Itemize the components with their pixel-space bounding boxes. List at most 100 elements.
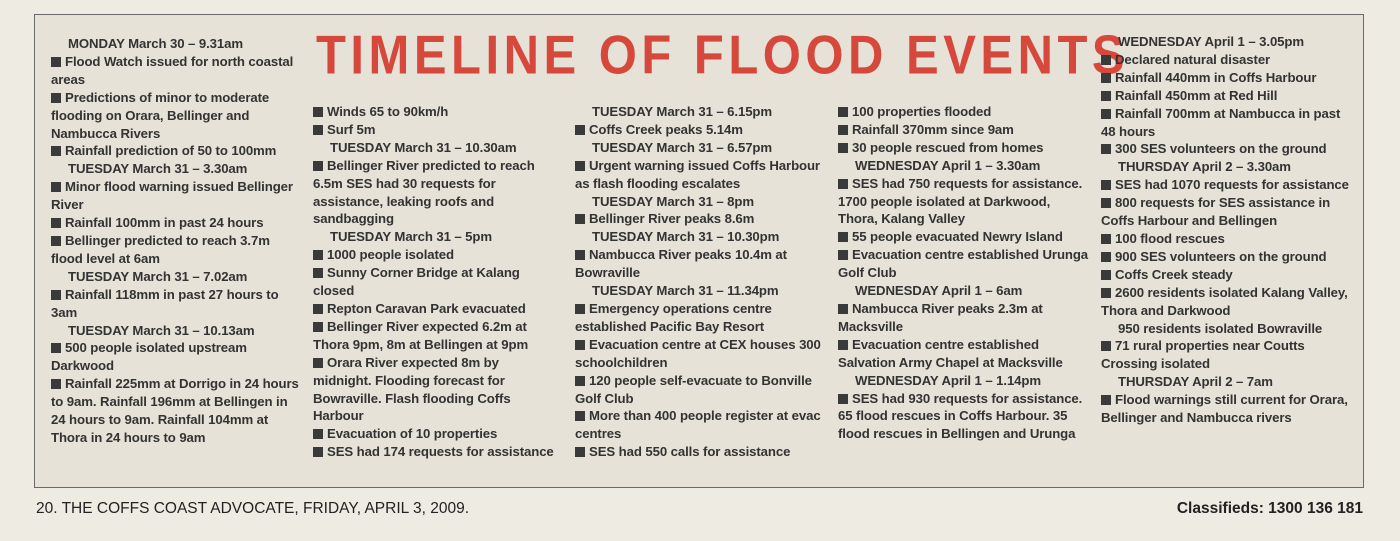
entry-text: Bellinger River peaks 8.6m bbox=[589, 211, 755, 227]
column-2: Winds 65 to 90km/h Surf 5m TUESDAY March 3… bbox=[313, 103, 558, 461]
timeline-entry: Rainfall 370mm since 9am bbox=[838, 121, 1090, 139]
timeline-entry: Rainfall 225mm at Dorrigo in 24 hours to… bbox=[51, 375, 303, 447]
timeline-entry: Orara River expected 8m by midnight. Flo… bbox=[313, 354, 558, 426]
timeline-heading: WEDNESDAY April 1 – 3.30am bbox=[838, 157, 1090, 175]
timeline-entry: 2600 residents isolated Kalang Valley, T… bbox=[1101, 284, 1351, 320]
entry-text: 100 properties flooded bbox=[852, 104, 992, 119]
column-4: 100 properties flooded Rainfall 370mm sin… bbox=[838, 103, 1090, 443]
bullet-square-icon bbox=[313, 250, 323, 261]
timeline-entry: SES had 930 requests for assistance. 65 … bbox=[838, 390, 1090, 444]
entry-text: 900 SES volunteers on the ground bbox=[1115, 248, 1327, 264]
entry-text: WEDNESDAY April 1 – 6am bbox=[855, 283, 1023, 299]
bullet-square-icon bbox=[838, 339, 848, 350]
timeline-heading: TUESDAY March 31 – 3.30am bbox=[51, 160, 303, 178]
timeline-heading: TUESDAY March 31 – 10.13am bbox=[51, 322, 303, 340]
timeline-entry: Minor flood warning issued Bellinger Riv… bbox=[51, 178, 303, 214]
entry-text: Evacuation centre at CEX houses 300 scho… bbox=[575, 336, 821, 370]
entry-text: Rainfall prediction of 50 to 100mm bbox=[65, 143, 277, 159]
bullet-square-icon bbox=[575, 411, 585, 422]
entry-text: SES had 1070 requests for assistance bbox=[1115, 177, 1349, 193]
entry-text: 950 residents isolated Bowraville bbox=[1118, 320, 1323, 336]
entry-text: Repton Caravan Park evacuated bbox=[327, 300, 526, 316]
entry-text: Urgent warning issued Coffs Harbour as f… bbox=[575, 157, 820, 191]
entry-text: TUESDAY March 31 – 10.30am bbox=[330, 139, 517, 155]
timeline-entry: 800 requests for SES assistance in Coffs… bbox=[1101, 194, 1351, 230]
timeline-heading: WEDNESDAY April 1 – 1.14pm bbox=[838, 372, 1090, 390]
timeline-heading: TUESDAY March 31 – 5pm bbox=[313, 228, 558, 246]
timeline-entry: SES had 174 requests for assistance bbox=[313, 443, 558, 461]
bullet-square-icon bbox=[838, 107, 848, 117]
timeline-heading: TUESDAY March 31 – 8pm bbox=[575, 193, 825, 211]
bullet-square-icon bbox=[1101, 144, 1111, 155]
bullet-square-icon bbox=[51, 92, 61, 103]
bullet-square-icon bbox=[838, 232, 848, 243]
entry-text: Minor flood warning issued Bellinger Riv… bbox=[51, 179, 293, 213]
timeline-entry: Evacuation of 10 properties bbox=[313, 425, 558, 443]
timeline-entry: Declared natural disaster bbox=[1101, 51, 1351, 69]
bullet-square-icon bbox=[313, 429, 323, 440]
entry-text: Orara River expected 8m by midnight. Flo… bbox=[313, 354, 511, 424]
bullet-square-icon bbox=[1101, 180, 1111, 191]
timeline-heading: TUESDAY March 31 – 11.34pm bbox=[575, 282, 825, 300]
timeline-entry: Emergency operations centre established … bbox=[575, 300, 825, 336]
entry-text: 120 people self-evacuate to Bonville Gol… bbox=[575, 372, 812, 406]
entry-text: Sunny Corner Bridge at Kalang closed bbox=[313, 265, 520, 299]
entry-text: Flood warnings still current for Orara, … bbox=[1101, 392, 1348, 426]
bullet-square-icon bbox=[838, 250, 848, 261]
bullet-square-icon bbox=[313, 447, 323, 458]
footer-publication: 20. THE COFFS COAST ADVOCATE, FRIDAY, AP… bbox=[36, 500, 470, 517]
timeline-entry: SES had 550 calls for assistance bbox=[575, 443, 825, 461]
timeline-entry: Urgent warning issued Coffs Harbour as f… bbox=[575, 157, 825, 193]
entry-text: Nambucca River peaks 2.3m at Macksville bbox=[838, 300, 1043, 334]
entry-text: Evacuation centre established Urunga Gol… bbox=[838, 247, 1089, 281]
entry-text: Rainfall 225mm at Dorrigo in 24 hours to… bbox=[51, 376, 299, 445]
timeline-entry: Flood Watch issued for north coastal are… bbox=[51, 53, 303, 89]
entry-text: WEDNESDAY April 1 – 1.14pm bbox=[855, 372, 1041, 388]
bullet-square-icon bbox=[51, 182, 61, 193]
entry-text: Predictions of minor to moderate floodin… bbox=[51, 89, 270, 141]
timeline-entry: 71 rural properties near Coutts Crossing… bbox=[1101, 337, 1351, 373]
timeline-entry: Evacuation centre at CEX houses 300 scho… bbox=[575, 336, 825, 372]
bullet-square-icon bbox=[838, 303, 848, 314]
bullet-square-icon bbox=[313, 268, 323, 279]
timeline-heading: MONDAY March 30 – 9.31am bbox=[51, 35, 303, 53]
entry-text: Surf 5m bbox=[327, 121, 376, 137]
entry-text: 55 people evacuated Newry Island bbox=[852, 229, 1063, 245]
timeline-heading: TUESDAY March 31 – 6.57pm bbox=[575, 139, 825, 157]
bullet-square-icon bbox=[1101, 90, 1111, 101]
entry-text: SES had 750 requests for assistance. 170… bbox=[838, 175, 1083, 227]
timeline-entry: Predictions of minor to moderate floodin… bbox=[51, 89, 303, 143]
bullet-square-icon bbox=[838, 124, 848, 135]
bullet-square-icon bbox=[51, 218, 61, 229]
timeline-heading: THURSDAY April 2 – 7am bbox=[1101, 373, 1351, 391]
entry-text: Evacuation of 10 properties bbox=[327, 426, 498, 442]
timeline-entry: 900 SES volunteers on the ground bbox=[1101, 248, 1351, 266]
timeline-entry: Rainfall 100mm in past 24 hours bbox=[51, 214, 303, 232]
entry-text: TUESDAY March 31 – 10.30pm bbox=[592, 229, 780, 245]
entry-text: Emergency operations centre established … bbox=[575, 300, 772, 334]
timeline-entry: SES had 1070 requests for assistance bbox=[1101, 176, 1351, 194]
timeline-entry: SES had 750 requests for assistance. 170… bbox=[838, 175, 1090, 229]
bullet-square-icon bbox=[1101, 233, 1111, 244]
timeline-entry: Sunny Corner Bridge at Kalang closed bbox=[313, 264, 558, 300]
entry-text: Rainfall 700mm at Nambucca in past 48 ho… bbox=[1101, 105, 1341, 139]
entry-text: MONDAY March 30 – 9.31am bbox=[68, 36, 243, 51]
bullet-square-icon bbox=[1101, 198, 1111, 209]
bullet-square-icon bbox=[51, 235, 61, 246]
timeline-heading: WEDNESDAY April 1 – 6am bbox=[838, 282, 1090, 300]
bullet-square-icon bbox=[1101, 395, 1111, 406]
entry-text: Bellinger River predicted to reach 6.5m … bbox=[313, 157, 535, 227]
entry-text: Rainfall 440mm in Coffs Harbour bbox=[1115, 69, 1317, 85]
bullet-square-icon bbox=[313, 124, 323, 135]
entry-text: SES had 550 calls for assistance bbox=[589, 444, 791, 460]
entry-text: TUESDAY March 31 – 3.30am bbox=[68, 161, 248, 177]
entry-text: 800 requests for SES assistance in Coffs… bbox=[1101, 195, 1331, 229]
page-title: TIMELINE OF FLOOD EVENTS bbox=[316, 25, 1130, 86]
timeline-entry: Rainfall prediction of 50 to 100mm bbox=[51, 142, 303, 160]
entry-text: Bellinger River expected 6.2m at Thora 9… bbox=[313, 318, 529, 352]
timeline-entry: Bellinger River predicted to reach 6.5m … bbox=[313, 157, 558, 229]
timeline-entry: Bellinger River expected 6.2m at Thora 9… bbox=[313, 318, 558, 354]
bullet-square-icon bbox=[838, 393, 848, 404]
entry-text: TUESDAY March 31 – 10.13am bbox=[68, 322, 255, 338]
entry-text: More than 400 people register at evac ce… bbox=[575, 408, 821, 442]
